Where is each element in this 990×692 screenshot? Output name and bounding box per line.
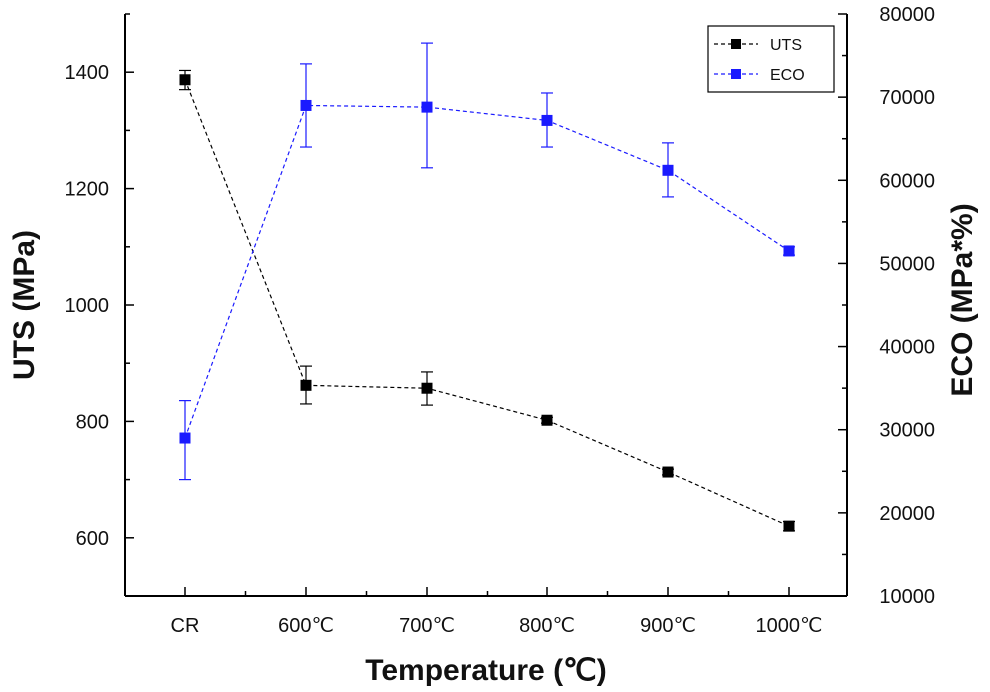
right-tick-label: 10000 — [879, 586, 935, 608]
data-point-eco — [300, 99, 312, 111]
left-axis-title: UTS (MPa) — [8, 230, 41, 380]
legend-marker-uts — [731, 39, 741, 49]
legend-label-eco: ECO — [770, 67, 805, 84]
series-line-eco — [184, 104, 790, 439]
left-tick-label: 800 — [76, 411, 109, 433]
right-tick-label: 20000 — [879, 503, 935, 525]
series-uts — [179, 69, 795, 532]
right-tick-label: 50000 — [879, 253, 935, 275]
x-tick-label: 1000℃ — [756, 615, 823, 637]
series-eco — [179, 42, 795, 481]
x-tick-label: CR — [171, 615, 200, 637]
right-tick-label: 40000 — [879, 337, 935, 359]
series-line-uts — [184, 79, 790, 527]
right-axis-ticks: 10000 20000 30000 40000 50000 60000 70000 80000 — [838, 4, 935, 608]
data-point-uts — [783, 520, 795, 532]
x-tick-label: 700℃ — [399, 615, 455, 637]
legend-label-uts: UTS — [770, 37, 802, 54]
data-point-uts — [421, 382, 433, 394]
x-tick-label: 800℃ — [519, 615, 575, 637]
data-point-uts — [541, 414, 553, 426]
data-point-eco — [662, 164, 674, 176]
right-tick-label: 30000 — [879, 420, 935, 442]
legend-marker-eco — [731, 69, 741, 79]
legend: UTS ECO — [707, 25, 835, 93]
left-tick-label: 1200 — [65, 179, 110, 201]
data-point-eco — [179, 432, 191, 444]
x-tick-label: 900℃ — [640, 615, 696, 637]
left-tick-label: 600 — [76, 528, 109, 550]
data-point-uts — [300, 379, 312, 391]
x-axis-title: Temperature (℃) — [365, 654, 607, 687]
data-point-eco — [421, 101, 433, 113]
left-tick-label: 1000 — [65, 295, 110, 317]
data-point-uts — [179, 74, 191, 86]
right-axis-title: ECO (MPa*%) — [946, 203, 979, 396]
right-tick-label: 60000 — [879, 170, 935, 192]
x-tick-label: 600℃ — [278, 615, 334, 637]
right-tick-label: 70000 — [879, 87, 935, 109]
left-axis-ticks: 600 800 1000 1200 1400 — [65, 13, 134, 597]
series-layer — [179, 42, 795, 532]
right-tick-label: 80000 — [879, 4, 935, 26]
data-point-eco — [541, 114, 553, 126]
x-axis-ticks: CR 600℃ 700℃ 800℃ 900℃ 1000℃ — [171, 587, 823, 637]
legend-box — [707, 25, 835, 93]
data-point-eco — [783, 245, 795, 257]
data-point-uts — [662, 466, 674, 478]
left-tick-label: 1400 — [65, 62, 110, 84]
